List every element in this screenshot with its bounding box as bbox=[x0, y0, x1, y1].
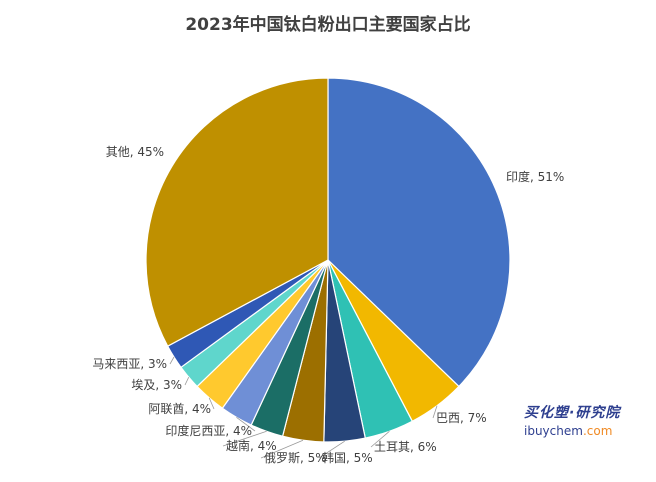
chart-title: 2023年中国钛白粉出口主要国家占比 bbox=[185, 15, 471, 35]
leader-line-10 bbox=[169, 356, 175, 365]
leader-line-8 bbox=[208, 397, 215, 410]
data-label-5: 俄罗斯, 5% bbox=[264, 451, 327, 465]
leader-line-9 bbox=[184, 377, 190, 386]
leader-line-5 bbox=[260, 439, 304, 459]
leader-line-2 bbox=[432, 405, 438, 419]
watermark-domain-suffix: .com bbox=[582, 424, 613, 438]
watermark-logo: 买化塑·研究院 ibuychem.com bbox=[524, 402, 634, 438]
watermark-line2: ibuychem.com bbox=[524, 424, 634, 438]
data-label-6: 越南, 4% bbox=[226, 438, 277, 453]
data-label-8: 阿联酋, 4% bbox=[148, 401, 211, 416]
data-label-11: 其他, 45% bbox=[106, 145, 164, 159]
pie-labels: 印度, 51% 巴西, 7% 土耳其, 6%韩国, 5%俄罗斯, 5%越南, 4%印… bbox=[92, 145, 564, 465]
watermark-line1: 买化塑·研究院 bbox=[524, 405, 621, 421]
data-label-9: 埃及, 3% bbox=[131, 378, 182, 392]
data-label-2: 巴西, 7% bbox=[436, 411, 487, 425]
leader-line-3 bbox=[370, 430, 390, 448]
data-label-1: 印度, 51% bbox=[506, 169, 564, 184]
data-label-4: 韩国, 5% bbox=[322, 450, 373, 465]
pie-slice-11 bbox=[145, 77, 329, 347]
leader-line-7 bbox=[236, 416, 256, 432]
pie-slice-1 bbox=[327, 77, 511, 388]
data-label-3: 土耳其, 6% bbox=[374, 440, 437, 454]
data-label-10: 马来西亚, 3% bbox=[92, 357, 167, 371]
leader-line-4 bbox=[318, 440, 345, 459]
leader-line-6 bbox=[222, 430, 267, 447]
data-label-7: 印度尼西亚, 4% bbox=[165, 423, 252, 438]
pie-slices bbox=[145, 77, 511, 443]
watermark-domain: ibuychem bbox=[524, 424, 583, 438]
